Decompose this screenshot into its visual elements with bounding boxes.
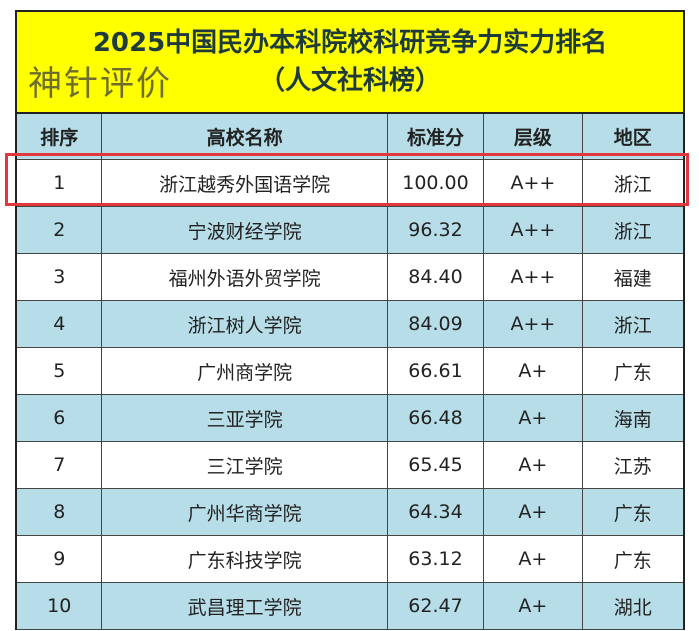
table-row: 2 宁波财经学院 96.32 A++ 浙江 (17, 207, 683, 254)
cell-region: 湖北 (613, 596, 652, 619)
cell-score: 96.32 (388, 207, 485, 253)
cell-level: A++ (484, 160, 583, 206)
cell-region: 江苏 (613, 455, 652, 478)
cell-rank: 10 (17, 583, 103, 629)
cell-score: 63.12 (388, 536, 485, 582)
cell-rank: 9 (17, 536, 103, 582)
cell-score: 62.47 (388, 583, 485, 629)
cell-region: 浙江 (613, 220, 652, 243)
cell-name: 三亚学院 (102, 395, 388, 441)
table-title: 2025中国民办本科院校科研竞争力实力排名 (92, 28, 608, 58)
cell-level: A+ (484, 348, 583, 394)
table-row: 3 福州外语外贸学院 84.40 A++ 福建 (17, 254, 683, 301)
col-header-region: 地区 (613, 127, 652, 149)
cell-name: 广东科技学院 (102, 536, 388, 582)
table-body: 1 浙江越秀外国语学院 100.00 A++ 浙江 2 宁波财经学院 96.32 A++ 浙江 3 福… (17, 160, 683, 630)
cell-score: 84.09 (388, 301, 485, 347)
cell-rank: 7 (17, 442, 103, 488)
cell-region: 海南 (613, 408, 652, 431)
cell-level: A+ (484, 536, 583, 582)
cell-region: 浙江 (613, 314, 652, 337)
cell-level: A++ (484, 207, 583, 253)
cell-score: 65.45 (388, 442, 485, 488)
table-subtitle: （人文社科榜） (258, 66, 441, 96)
col-header-level: 层级 (484, 114, 583, 159)
col-header-score: 标准分 (388, 114, 485, 159)
col-header-name: 高校名称 (102, 114, 388, 159)
cell-rank: 5 (17, 348, 103, 394)
cell-rank: 4 (17, 301, 103, 347)
cell-region: 广东 (613, 502, 652, 525)
cell-rank: 1 (17, 160, 103, 206)
col-header-rank: 排序 (17, 114, 103, 159)
table-row: 10 武昌理工学院 62.47 A+ 湖北 (17, 583, 683, 630)
cell-score: 84.40 (388, 254, 485, 300)
cell-name: 浙江越秀外国语学院 (102, 160, 388, 206)
cell-rank: 3 (17, 254, 103, 300)
cell-score: 100.00 (388, 160, 485, 206)
highlight-box (5, 153, 689, 206)
cell-level: A+ (484, 583, 583, 629)
cell-region: 广东 (613, 361, 652, 384)
cell-region: 福建 (613, 267, 652, 290)
cell-name: 广州华商学院 (102, 489, 388, 535)
table-row: 5 广州商学院 66.61 A+ 广东 (17, 348, 683, 395)
cell-level: A+ (484, 395, 583, 441)
cell-region: 浙江 (613, 173, 652, 196)
cell-level: A+ (484, 489, 583, 535)
table-row: 8 广州华商学院 64.34 A+ 广东 (17, 489, 683, 536)
cell-score: 64.34 (388, 489, 485, 535)
cell-score: 66.61 (388, 348, 485, 394)
cell-score: 66.48 (388, 395, 485, 441)
table-title-block: 2025中国民办本科院校科研竞争力实力排名 （人文社科榜） (17, 12, 683, 114)
cell-name: 武昌理工学院 (102, 583, 388, 629)
watermark: 神针评价 (28, 64, 172, 104)
cell-name: 浙江树人学院 (102, 301, 388, 347)
cell-level: A++ (484, 254, 583, 300)
cell-name: 福州外语外贸学院 (102, 254, 388, 300)
cell-level: A++ (484, 301, 583, 347)
cell-rank: 2 (17, 207, 103, 253)
table-row: 7 三江学院 65.45 A+ 江苏 (17, 442, 683, 489)
table-row: 1 浙江越秀外国语学院 100.00 A++ 浙江 (17, 160, 683, 207)
cell-region: 广东 (613, 549, 652, 572)
header-row: 排序 高校名称 标准分 层级 地区 (17, 114, 683, 160)
cell-name: 三江学院 (102, 442, 388, 488)
table-row: 9 广东科技学院 63.12 A+ 广东 (17, 536, 683, 583)
table-row: 6 三亚学院 66.48 A+ 海南 (17, 395, 683, 442)
ranking-table: 2025中国民办本科院校科研竞争力实力排名 （人文社科榜） 排序 高校名称 标准… (15, 10, 685, 630)
cell-name: 宁波财经学院 (102, 207, 388, 253)
cell-level: A+ (484, 442, 583, 488)
cell-rank: 6 (17, 395, 103, 441)
cell-name: 广州商学院 (102, 348, 388, 394)
table-row: 4 浙江树人学院 84.09 A++ 浙江 (17, 301, 683, 348)
cell-rank: 8 (17, 489, 103, 535)
